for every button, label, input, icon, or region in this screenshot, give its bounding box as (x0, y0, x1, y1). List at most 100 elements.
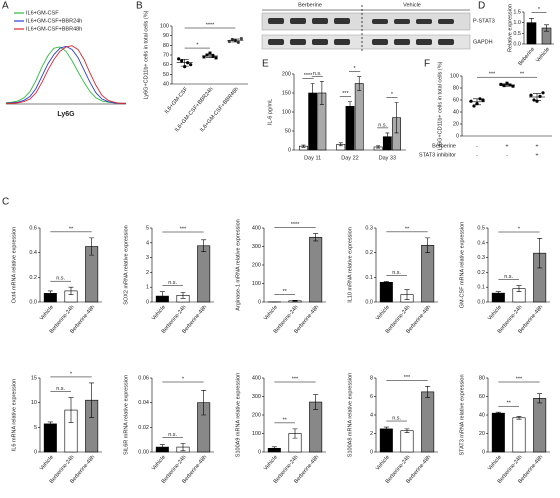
y-tick-label: 0.6 (29, 225, 37, 231)
y-tick-label: 0.1 (365, 275, 373, 281)
significance-label: * (182, 376, 185, 382)
significance-label: ** (507, 401, 512, 407)
y-tick-label: 5 (34, 425, 37, 431)
y-tick-label: 40 (453, 109, 459, 115)
condition-sign: - (506, 152, 508, 158)
y-tick-label: 0 (370, 449, 373, 455)
error-bar (495, 411, 501, 415)
band (268, 39, 284, 45)
error-bar (383, 426, 389, 432)
legend-label: IL6+GM-CSF+BBR48h (26, 26, 82, 32)
y-tick-label: 0.0 (477, 299, 485, 305)
panel-label: C (2, 197, 9, 208)
bar (379, 428, 393, 453)
y-axis-label: Ly6G+CD11b+ cells in total cells (%) (437, 61, 443, 150)
band (334, 39, 350, 45)
y-axis-label: IL6 mRNA relative expression (11, 379, 17, 451)
condition-label: STAT3 inhibitor (419, 152, 456, 158)
y-axis-label: Relative expression (507, 4, 513, 52)
error-bar (404, 289, 410, 300)
error-bar (404, 428, 410, 433)
error-bar (310, 83, 315, 103)
significance-label: * (70, 371, 73, 377)
y-tick-label: 0.02 (138, 425, 149, 431)
error-bar (201, 239, 207, 252)
y-tick-label: 150 (282, 90, 291, 96)
error-bar (529, 18, 534, 28)
point (189, 63, 193, 67)
y-tick-label: 80 (453, 85, 459, 91)
bar (379, 281, 393, 303)
y-tick-label: 400 (252, 225, 261, 231)
significance-label: n.s. (168, 432, 177, 438)
significance-label: n.s. (392, 270, 401, 276)
y-tick-label: 2 (370, 431, 373, 437)
condition-sign: + (535, 152, 538, 158)
y-axis-label: S100A9 mRNA relative expression (235, 373, 241, 457)
y-tick-label: 60 (479, 394, 485, 400)
point (177, 57, 181, 61)
band (416, 19, 432, 24)
y-tick-label: 300 (252, 244, 261, 250)
y-tick-label: 20 (479, 431, 485, 437)
blot-group: Vehicle (403, 2, 421, 8)
y-tick-label: 8 (370, 375, 373, 381)
significance-label: n.s. (56, 386, 65, 392)
error-bar (473, 98, 481, 106)
panel-label: A (2, 1, 9, 12)
point (180, 59, 184, 63)
bar (309, 236, 323, 303)
condition-sign: - (476, 143, 478, 149)
y-tick-label: 0.06 (138, 375, 149, 381)
significance-label: n.s. (392, 415, 401, 421)
error-bar (201, 390, 207, 416)
significance-label: *** (404, 375, 411, 381)
blot-band (261, 34, 471, 50)
blot-image: Berberine Vehicle P-STAT3 GAPDH (261, 2, 495, 52)
condition-sign: - (476, 152, 478, 158)
error-bar (503, 83, 511, 87)
y-axis-label: Oct4 mRNA relative expression (11, 227, 17, 303)
point (511, 84, 515, 88)
point (502, 84, 506, 88)
error-bar (159, 291, 165, 301)
y-tick-label: 4 (370, 412, 373, 418)
y-tick-label: 0.04 (138, 400, 149, 406)
significance-label: **** (291, 222, 300, 228)
error-bar (319, 81, 324, 105)
significance-label: **** (304, 73, 313, 79)
y-tick-label: 100 (450, 73, 459, 79)
panel-label: E (262, 59, 269, 70)
condition-sign: + (535, 143, 538, 149)
point (205, 53, 209, 57)
y-tick-label: 50 (285, 128, 291, 134)
y-axis-label: STAT3 mRNA relative expression (459, 374, 465, 455)
blot-band-label: P-STAT3 (473, 18, 495, 24)
y-tick-label: 1 (146, 285, 149, 291)
blot-band (261, 12, 471, 31)
error-bar (159, 444, 165, 450)
band (268, 18, 284, 24)
significance-label: *** (516, 376, 523, 382)
panel-label: D (478, 1, 485, 12)
y-tick-label: 300 (252, 394, 261, 400)
error-bar (348, 101, 352, 112)
panel-label: F (424, 59, 430, 70)
error-bar (313, 394, 319, 410)
y-tick-label: 3 (146, 255, 149, 261)
error-bar (313, 233, 319, 242)
y-tick-label: 60 (453, 97, 459, 103)
significance-label: n.s. (56, 276, 65, 282)
significance-label: *** (489, 72, 496, 78)
error-bar (68, 286, 74, 295)
y-tick-label: 0.0 (29, 299, 37, 305)
y-tick-label: 20 (453, 121, 459, 127)
y-axis-label: IL10 mRNA relative expression (347, 227, 353, 303)
error-bar (180, 292, 186, 299)
y-tick-label: 0 (34, 449, 37, 455)
panel-label: B (136, 1, 143, 12)
y-tick-label: 100 (252, 431, 261, 437)
bar (421, 244, 435, 303)
error-bar (231, 38, 240, 43)
